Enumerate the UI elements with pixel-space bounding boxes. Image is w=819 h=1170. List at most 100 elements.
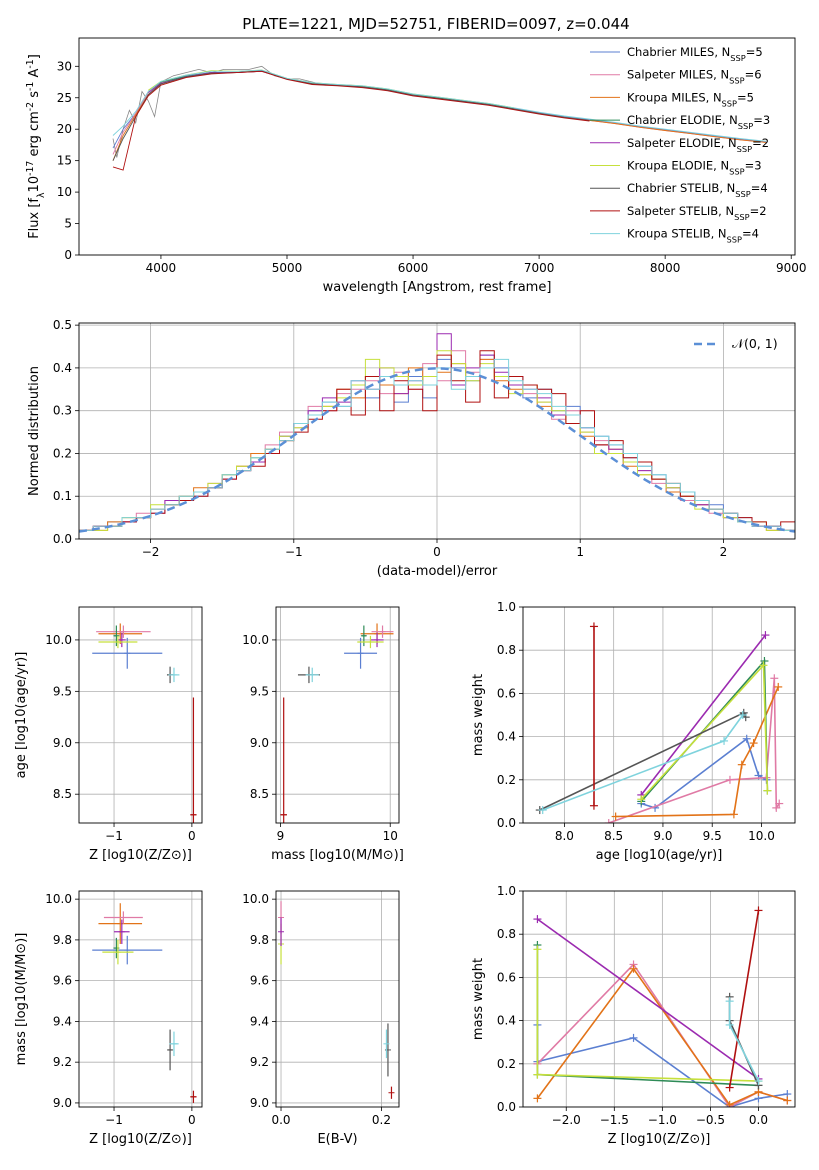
y-tick-label: 0.4 <box>497 1014 516 1028</box>
figure-title: PLATE=1221, MJD=52751, FIBERID=0097, z=0… <box>242 15 629 33</box>
y-tick-label: 25 <box>57 91 72 105</box>
x-tick-label: −1.0 <box>648 1113 677 1127</box>
x-tick-label: 0.0 <box>271 1113 290 1127</box>
weight-line <box>536 918 759 1080</box>
model-spectrum <box>112 69 767 142</box>
x-tick-label: 0.0 <box>749 1113 768 1127</box>
weight-line <box>536 949 759 1082</box>
model-spectrum <box>148 69 514 109</box>
legend: Chabrier MILES, NSSP​=5 Salpeter MILES, N… <box>590 45 770 245</box>
legend-label: Chabrier MILES, NSSP​=5 <box>627 45 763 63</box>
axes-frame <box>78 37 796 256</box>
axes-frame <box>275 890 400 1108</box>
y-tick-label: 0.0 <box>53 532 72 546</box>
panel-weight_vs_Z: −2.0 −1.5 −1.0 −0.5 0.0 0.0 0.2 0.4 0.6 0.8 1.0 Z [… <box>471 884 796 1147</box>
y-axis-label: mass [log10(M/M⊙)] <box>14 933 29 1066</box>
y-tick-label: 9.0 <box>53 736 72 750</box>
panel-age_vs_mass: 9 10 8.5 9.0 9.5 10.0 mass [log10(M/M⊙)] <box>242 606 404 863</box>
y-tick-label: 10.0 <box>45 633 72 647</box>
y-tick-label: 8.5 <box>53 787 72 801</box>
x-tick-label: 1 <box>576 545 584 559</box>
panels: 4000 5000 6000 7000 8000 9000051015202530wave… <box>14 37 807 1147</box>
plot-area <box>112 65 767 171</box>
x-tick-label: −1 <box>105 829 123 843</box>
legend-label: 𝒩(0, 1) <box>732 336 778 351</box>
panel-residuals: −2 −1 0 1 2 0.0 0.1 0.2 0.3 0.4 0.5 (data-model)/er… <box>27 318 796 579</box>
y-tick-label: 0 <box>64 248 72 262</box>
y-tick-label: 0.2 <box>497 773 516 787</box>
weight-line <box>640 634 767 796</box>
panel-mass_vs_Z: −1 0 9.0 9.2 9.4 9.6 9.8 10.0 Z [log10(Z/Z⊙)] mas… <box>14 890 203 1147</box>
y-tick-label: 0.2 <box>53 446 72 460</box>
y-tick-label: 0.8 <box>497 643 516 657</box>
x-tick-label: 6000 <box>398 261 429 275</box>
x-tick-label: 9.5 <box>703 829 722 843</box>
y-tick-label: 9.0 <box>250 1096 269 1110</box>
x-tick-label: 5000 <box>272 261 303 275</box>
x-tick-label: 10 <box>383 829 398 843</box>
y-tick-label: 15 <box>57 154 72 168</box>
model-spectrum <box>148 70 514 109</box>
weight-line <box>542 714 744 811</box>
x-axis-label: Z [log10(Z/Z⊙)] <box>608 1132 711 1147</box>
axes-frame <box>78 322 796 540</box>
legend-label: Kroupa ELODIE, NSSP​=3 <box>627 159 762 177</box>
legend-label: Kroupa MILES, NSSP​=5 <box>627 90 754 108</box>
x-tick-label: 0 <box>188 1113 196 1127</box>
y-axis-label: age [log10(age/yr)] <box>14 652 29 779</box>
x-tick-label: 4000 <box>146 261 177 275</box>
y-tick-label: 9.8 <box>250 933 269 947</box>
legend-label: Salpeter ELODIE, NSSP​=2 <box>627 136 769 154</box>
x-tick-label: −2 <box>142 545 160 559</box>
x-tick-label: 8.5 <box>604 829 623 843</box>
y-tick-label: 0.4 <box>53 361 72 375</box>
legend: 𝒩(0, 1) <box>694 336 778 351</box>
plot-area <box>79 891 202 1107</box>
model-spectrum <box>112 70 590 171</box>
x-axis-label: (data-model)/error <box>377 564 498 579</box>
y-tick-label: 0.0 <box>497 816 516 830</box>
x-tick-label: 7000 <box>524 261 555 275</box>
x-tick-label: 9000 <box>776 261 807 275</box>
panel-spectrum: 4000 5000 6000 7000 8000 9000 0 5 10 15 20 25 30 wave… <box>25 37 807 295</box>
x-tick-label: 8.0 <box>555 829 574 843</box>
legend-label: Salpeter STELIB, NSSP​=2 <box>627 204 767 222</box>
x-tick-label: −2.0 <box>552 1113 581 1127</box>
y-tick-label: 10.0 <box>242 633 269 647</box>
axes-frame <box>275 606 400 824</box>
y-tick-label: 0.6 <box>497 970 516 984</box>
plot-area <box>79 323 795 539</box>
x-tick-label: −1.5 <box>600 1113 629 1127</box>
x-axis-label: wavelength [Angstrom, rest frame] <box>323 280 552 295</box>
x-tick-label: 8000 <box>650 261 681 275</box>
plot-area <box>523 607 795 823</box>
axes-frame <box>522 890 796 1108</box>
y-tick-label: 9.2 <box>53 1055 72 1069</box>
weight-line <box>608 678 780 823</box>
y-tick-label: 9.2 <box>250 1055 269 1069</box>
plot-area <box>523 891 795 1107</box>
legend-label: Kroupa STELIB, NSSP​=4 <box>627 227 759 245</box>
x-tick-label: 9.0 <box>653 829 672 843</box>
y-tick-label: 8.5 <box>250 787 269 801</box>
y-axis-label: mass weight <box>471 674 486 756</box>
legend-label: Chabrier STELIB, NSSP​=4 <box>627 181 768 199</box>
x-tick-label: 2 <box>720 545 728 559</box>
weight-line <box>536 945 759 1087</box>
y-tick-label: 1.0 <box>497 600 516 614</box>
y-tick-label: 0.5 <box>53 318 72 332</box>
y-tick-label: 0.8 <box>497 927 516 941</box>
weight-line <box>728 910 760 1088</box>
y-axis-label: Normed distribution <box>27 366 42 496</box>
plot-area <box>276 607 399 823</box>
y-tick-label: 30 <box>57 59 72 73</box>
legend-label: Salpeter MILES, NSSP​=6 <box>627 68 762 86</box>
x-axis-label: Z [log10(Z/Z⊙)] <box>89 848 192 863</box>
x-tick-label: 9 <box>277 829 285 843</box>
axes-frame <box>78 890 203 1108</box>
y-tick-label: 10.0 <box>45 892 72 906</box>
x-tick-label: 10.0 <box>748 829 775 843</box>
x-axis-label: age [log10(age/yr)] <box>596 848 723 863</box>
y-tick-label: 9.8 <box>53 933 72 947</box>
